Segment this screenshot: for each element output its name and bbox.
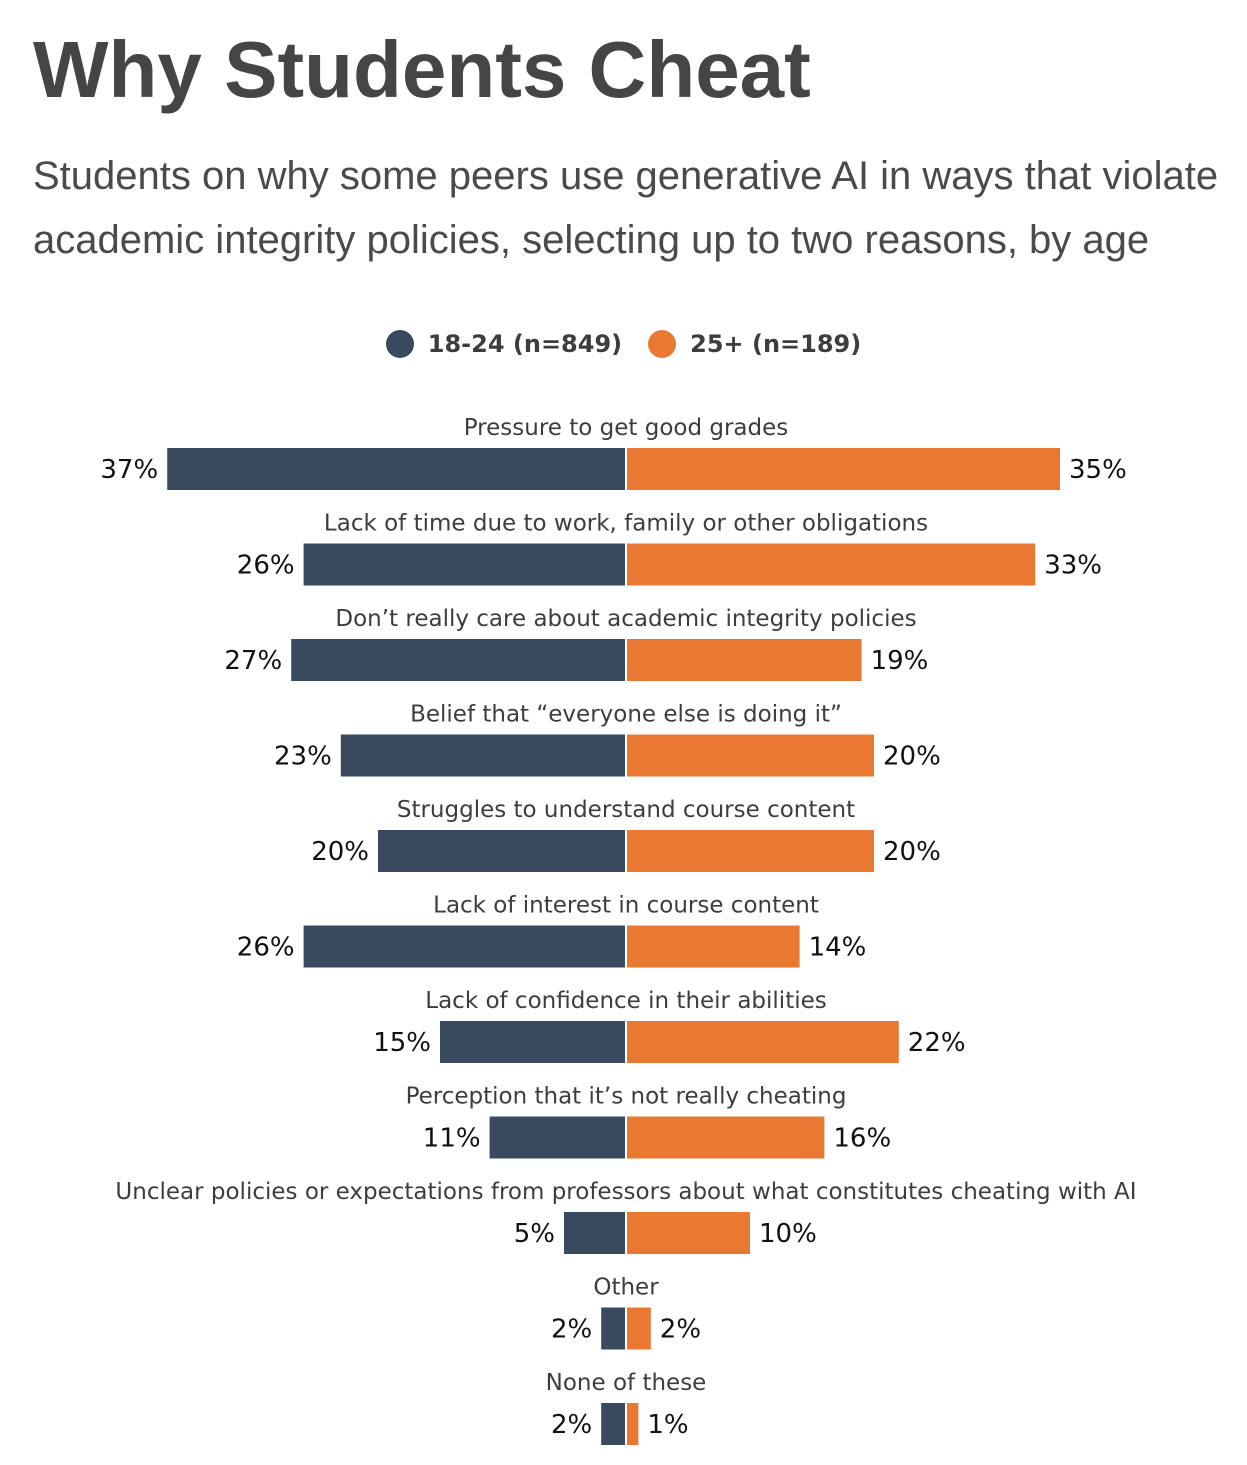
- bar-25-plus: [626, 830, 874, 872]
- bar-18-24: [564, 1212, 626, 1254]
- bar-25-plus: [626, 1403, 639, 1445]
- value-label-18-24: 2%: [551, 1315, 592, 1345]
- category-label: Lack of time due to work, family or othe…: [324, 511, 928, 537]
- category-label: Perception that it’s not really cheating: [406, 1084, 847, 1110]
- bar-25-plus: [626, 734, 874, 777]
- legend-swatch-25-plus: [648, 330, 677, 358]
- value-label-18-24: 26%: [237, 551, 295, 581]
- value-label-25-plus: 14%: [809, 933, 867, 963]
- bar-25-plus: [626, 1307, 651, 1350]
- diverging-bar-chart: Pressure to get good grades 37% 35% Lack of…: [100, 415, 1137, 1445]
- value-label-25-plus: 1%: [647, 1410, 688, 1440]
- category-label: Other: [593, 1275, 659, 1301]
- bar-25-plus: [626, 543, 1036, 586]
- category-row: Unclear policies or expectations from pr…: [115, 1179, 1137, 1254]
- value-label-18-24: 37%: [100, 455, 158, 485]
- value-label-18-24: 26%: [237, 933, 295, 963]
- bar-18-24: [340, 734, 626, 777]
- bar-18-24: [489, 1116, 626, 1159]
- value-label-18-24: 15%: [373, 1028, 431, 1058]
- category-row: Lack of confidence in their abilities 15%…: [373, 988, 966, 1063]
- value-label-25-plus: 22%: [908, 1028, 966, 1058]
- category-label: Don’t really care about academic integri…: [335, 606, 916, 632]
- value-label-25-plus: 19%: [871, 646, 929, 676]
- value-label-18-24: 20%: [311, 837, 369, 867]
- category-row: Pressure to get good grades 37% 35%: [100, 415, 1127, 490]
- category-label: Belief that “everyone else is doing it”: [410, 702, 842, 728]
- value-label-25-plus: 20%: [883, 742, 941, 772]
- value-label-25-plus: 20%: [883, 837, 941, 867]
- value-label-25-plus: 16%: [833, 1124, 891, 1154]
- bar-25-plus: [626, 1212, 750, 1254]
- bar-25-plus: [626, 925, 800, 968]
- bar-18-24: [303, 543, 626, 586]
- legend: 18-24 (n=849) 25+ (n=189): [0, 330, 1247, 358]
- chart-title: Why Students Cheat: [33, 25, 811, 114]
- category-label: None of these: [546, 1370, 707, 1396]
- category-row: Lack of interest in course content 26% 14%: [237, 893, 867, 968]
- value-label-18-24: 2%: [551, 1410, 592, 1440]
- category-row: Perception that it’s not really cheating…: [406, 1084, 891, 1159]
- value-label-25-plus: 2%: [660, 1315, 701, 1345]
- value-label-25-plus: 10%: [759, 1219, 817, 1249]
- category-label: Lack of confidence in their abilities: [425, 988, 826, 1014]
- bar-18-24: [601, 1403, 626, 1445]
- value-label-25-plus: 33%: [1044, 551, 1102, 581]
- value-label-18-24: 27%: [224, 646, 282, 676]
- value-label-18-24: 23%: [274, 742, 332, 772]
- chart-subtitle: Students on why some peers use generativ…: [33, 154, 1219, 262]
- bar-25-plus: [626, 639, 862, 681]
- category-row: Don’t really care about academic integri…: [224, 606, 928, 681]
- legend-item-25-plus: 25+ (n=189): [648, 330, 861, 358]
- category-label: Pressure to get good grades: [464, 415, 789, 441]
- category-row: Struggles to understand course content 20…: [311, 797, 941, 872]
- category-label: Lack of interest in course content: [433, 893, 819, 919]
- category-row: Lack of time due to work, family or othe…: [237, 511, 1102, 586]
- legend-label-18-24: 18-24 (n=849): [427, 330, 623, 358]
- bar-18-24: [291, 639, 626, 681]
- value-label-18-24: 11%: [423, 1124, 481, 1154]
- value-label-18-24: 5%: [514, 1219, 555, 1249]
- bar-25-plus: [626, 1021, 899, 1063]
- bar-18-24: [378, 830, 626, 872]
- category-row: None of these 2% 1%: [546, 1370, 707, 1445]
- legend-item-18-24: 18-24 (n=849): [385, 330, 623, 358]
- value-label-25-plus: 35%: [1069, 455, 1127, 485]
- bar-18-24: [440, 1021, 626, 1063]
- legend-swatch-18-24: [385, 330, 414, 358]
- bar-25-plus: [626, 1116, 825, 1159]
- category-row: Belief that “everyone else is doing it” 2…: [274, 702, 941, 777]
- bar-25-plus: [626, 448, 1060, 490]
- legend-label-25-plus: 25+ (n=189): [690, 330, 862, 358]
- bar-18-24: [303, 925, 626, 968]
- bar-18-24: [601, 1307, 626, 1350]
- category-label: Unclear policies or expectations from pr…: [115, 1179, 1136, 1205]
- category-label: Struggles to understand course content: [397, 797, 855, 823]
- bar-18-24: [167, 448, 626, 490]
